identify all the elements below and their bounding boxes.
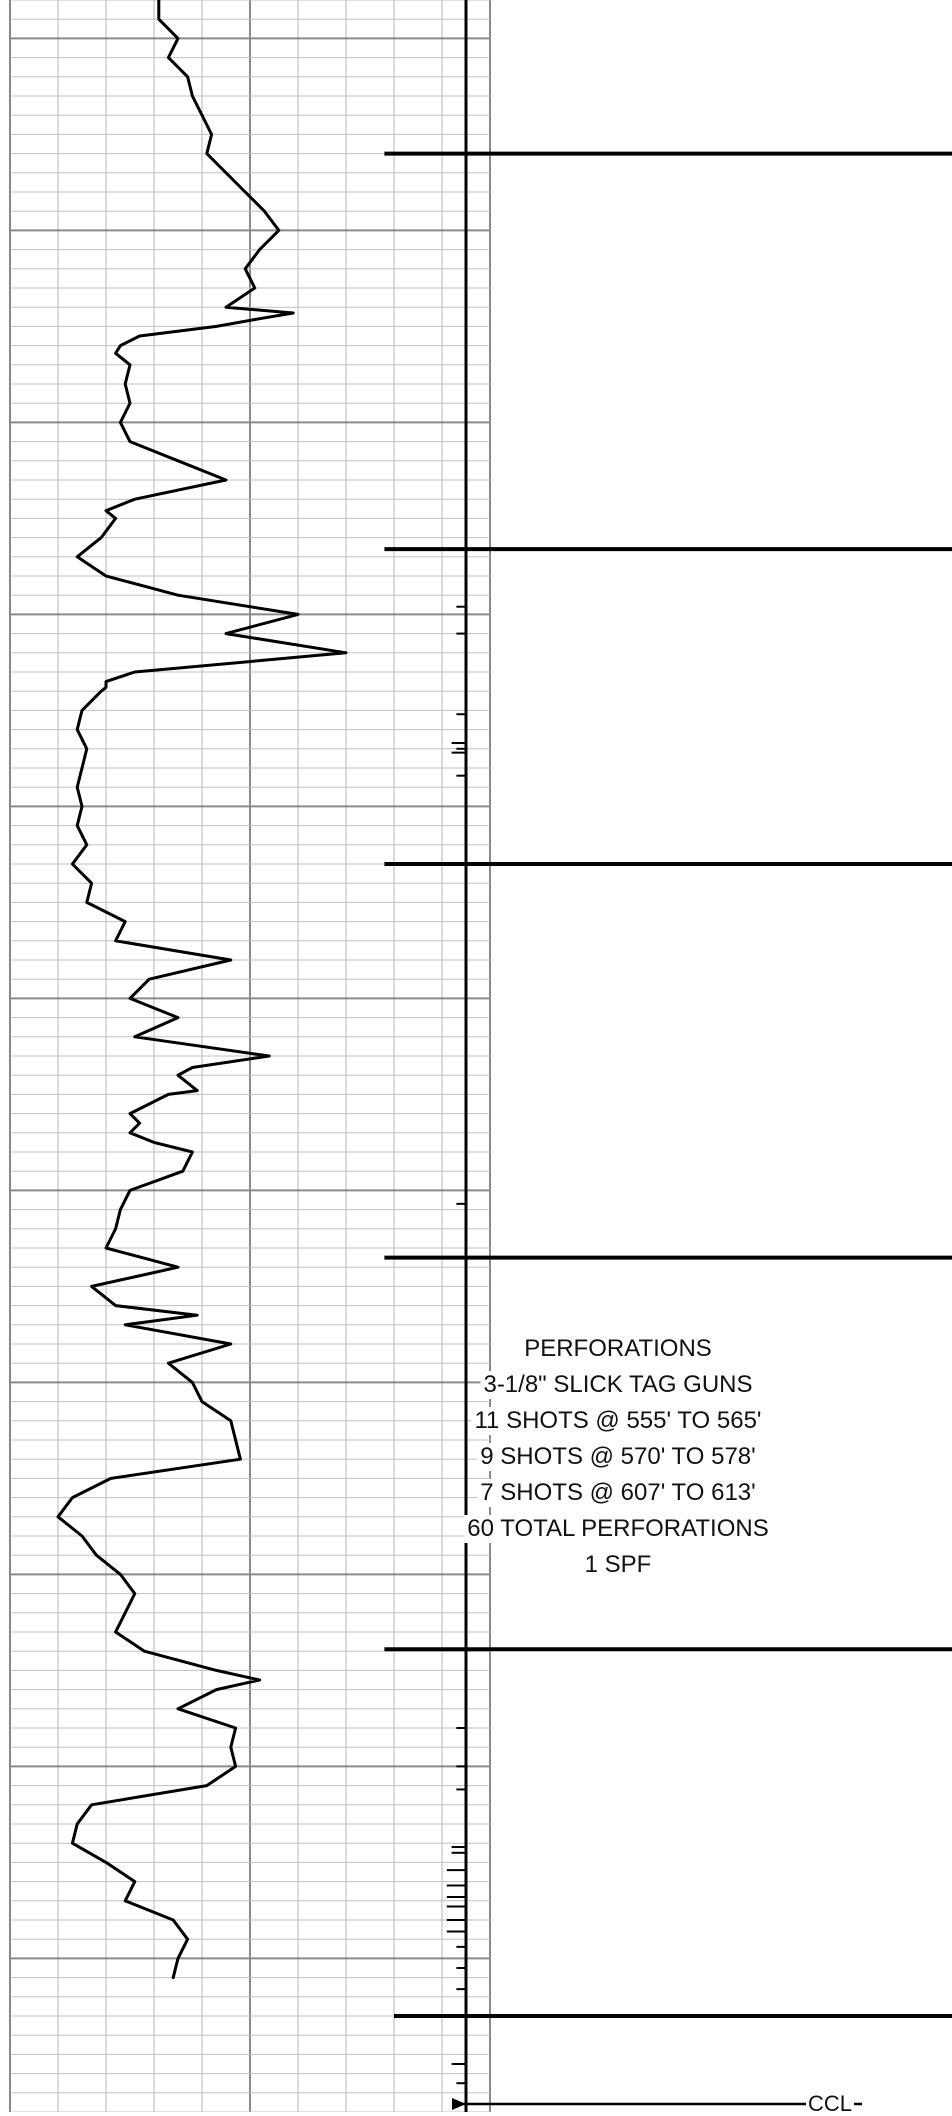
annotation-line: 7 SHOTS @ 607' TO 613': [477, 1479, 759, 1507]
chart-grid: [9, 0, 491, 2112]
annotation-line: 3-1/8" SLICK TAG GUNS: [480, 1371, 756, 1399]
ccl-track: [384, 0, 952, 2112]
annotation-line: PERFORATIONS: [521, 1335, 715, 1363]
annotation-line: 9 SHOTS @ 570' TO 578': [477, 1443, 759, 1471]
annotation-line: 60 TOTAL PERFORATIONS: [464, 1515, 772, 1543]
log-curve-series-1: [56, 0, 348, 1980]
ccl-arrow-head: [452, 2098, 466, 2110]
ccl-label: CCL: [806, 2091, 855, 2116]
annotation-line: 11 SHOTS @ 555' TO 565': [471, 1407, 765, 1435]
log-curve-layer: [56, 0, 348, 1980]
annotation-line: 1 SPF: [581, 1551, 655, 1579]
